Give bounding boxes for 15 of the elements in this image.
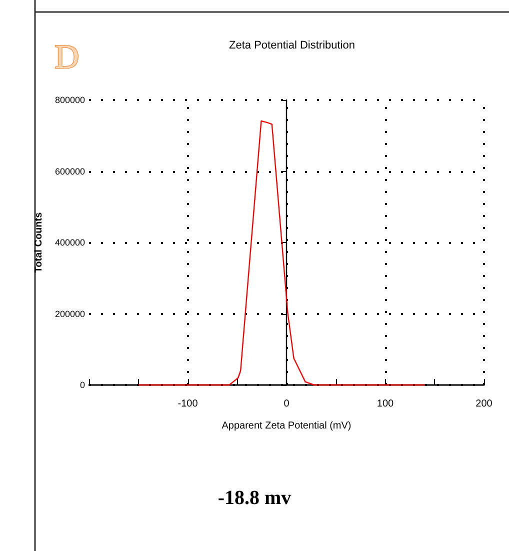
text: -18.8 mv xyxy=(218,487,292,509)
x-tick-label: 200 xyxy=(476,398,493,410)
text: D xyxy=(54,39,80,76)
x-tick-label: -100 xyxy=(178,398,198,410)
y-axis-title: Total Counts xyxy=(34,212,44,273)
x-tick-label: 100 xyxy=(376,398,394,410)
chart-title: Zeta Potential Distribution xyxy=(229,40,355,52)
y-tick-label: 800000 xyxy=(54,95,85,105)
y-tick-label: 200000 xyxy=(54,308,85,319)
x-tick-label: 0 xyxy=(284,398,290,410)
y-tick-label: 0 xyxy=(80,380,85,390)
y-tick-label: 600000 xyxy=(54,166,85,176)
x-axis-title: Apparent Zeta Potential (mV) xyxy=(222,420,352,432)
line-series xyxy=(138,120,426,386)
y-tick-label: 400000 xyxy=(54,238,85,248)
